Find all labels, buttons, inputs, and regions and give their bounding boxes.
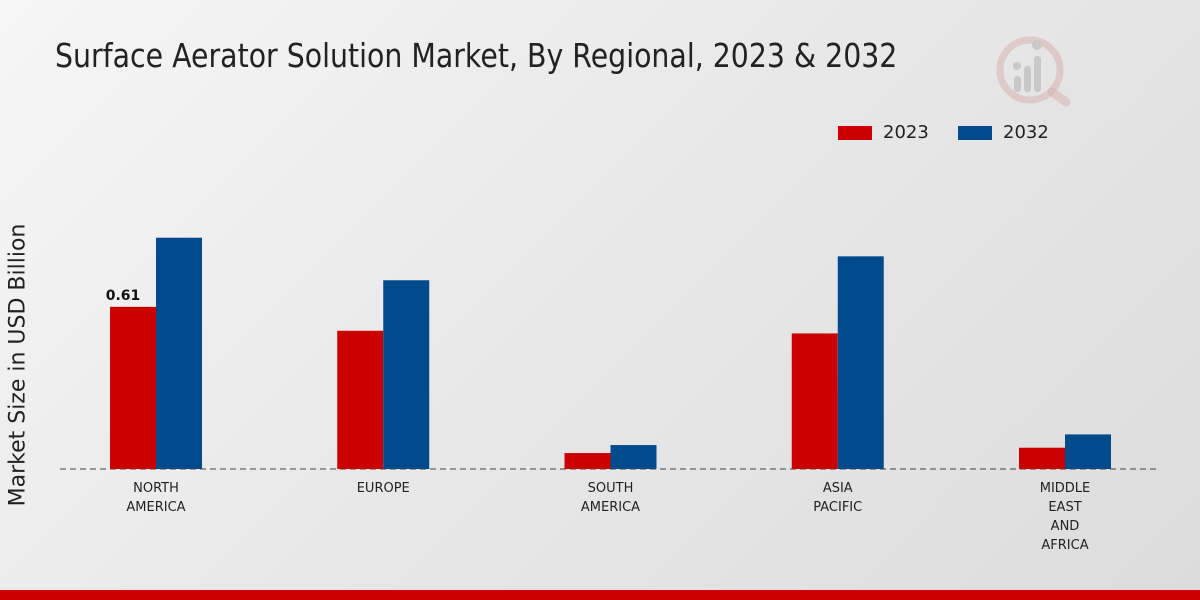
bar-2023-asia-pacific bbox=[791, 333, 838, 469]
category-label: SOUTH AMERICA bbox=[581, 481, 640, 515]
bar-2023-south-america bbox=[564, 453, 611, 469]
legend-item-2023: 2023 bbox=[838, 122, 929, 143]
chart-title: Surface Aerator Solution Market, By Regi… bbox=[55, 36, 898, 75]
legend-label-2023: 2023 bbox=[883, 122, 929, 143]
legend-swatch-2023 bbox=[838, 125, 872, 140]
legend-item-2032: 2032 bbox=[958, 122, 1049, 143]
legend-label-2032: 2032 bbox=[1003, 122, 1049, 143]
bar-2032-south-america bbox=[610, 445, 657, 469]
bar-2032-north-america bbox=[156, 237, 202, 469]
bar-2023-middle-east-and-africa bbox=[1019, 447, 1065, 469]
category-label: EUROPE bbox=[357, 481, 410, 496]
bar-2023-europe bbox=[337, 330, 384, 469]
bar-2023-north-america bbox=[110, 306, 156, 469]
category-label: NORTH AMERICA bbox=[126, 481, 185, 515]
footer-bar bbox=[0, 590, 1200, 600]
legend-swatch-2032 bbox=[958, 125, 992, 140]
bar-2032-europe bbox=[383, 280, 430, 469]
category-label: ASIA PACIFIC bbox=[813, 481, 862, 515]
market-research-logo-icon bbox=[996, 36, 1071, 107]
bar-2032-asia-pacific bbox=[837, 256, 884, 469]
category-label: MIDDLE EAST AND AFRICA bbox=[1040, 481, 1091, 553]
data-label: 0.61 bbox=[106, 288, 141, 304]
bar-2032-middle-east-and-africa bbox=[1065, 434, 1111, 469]
